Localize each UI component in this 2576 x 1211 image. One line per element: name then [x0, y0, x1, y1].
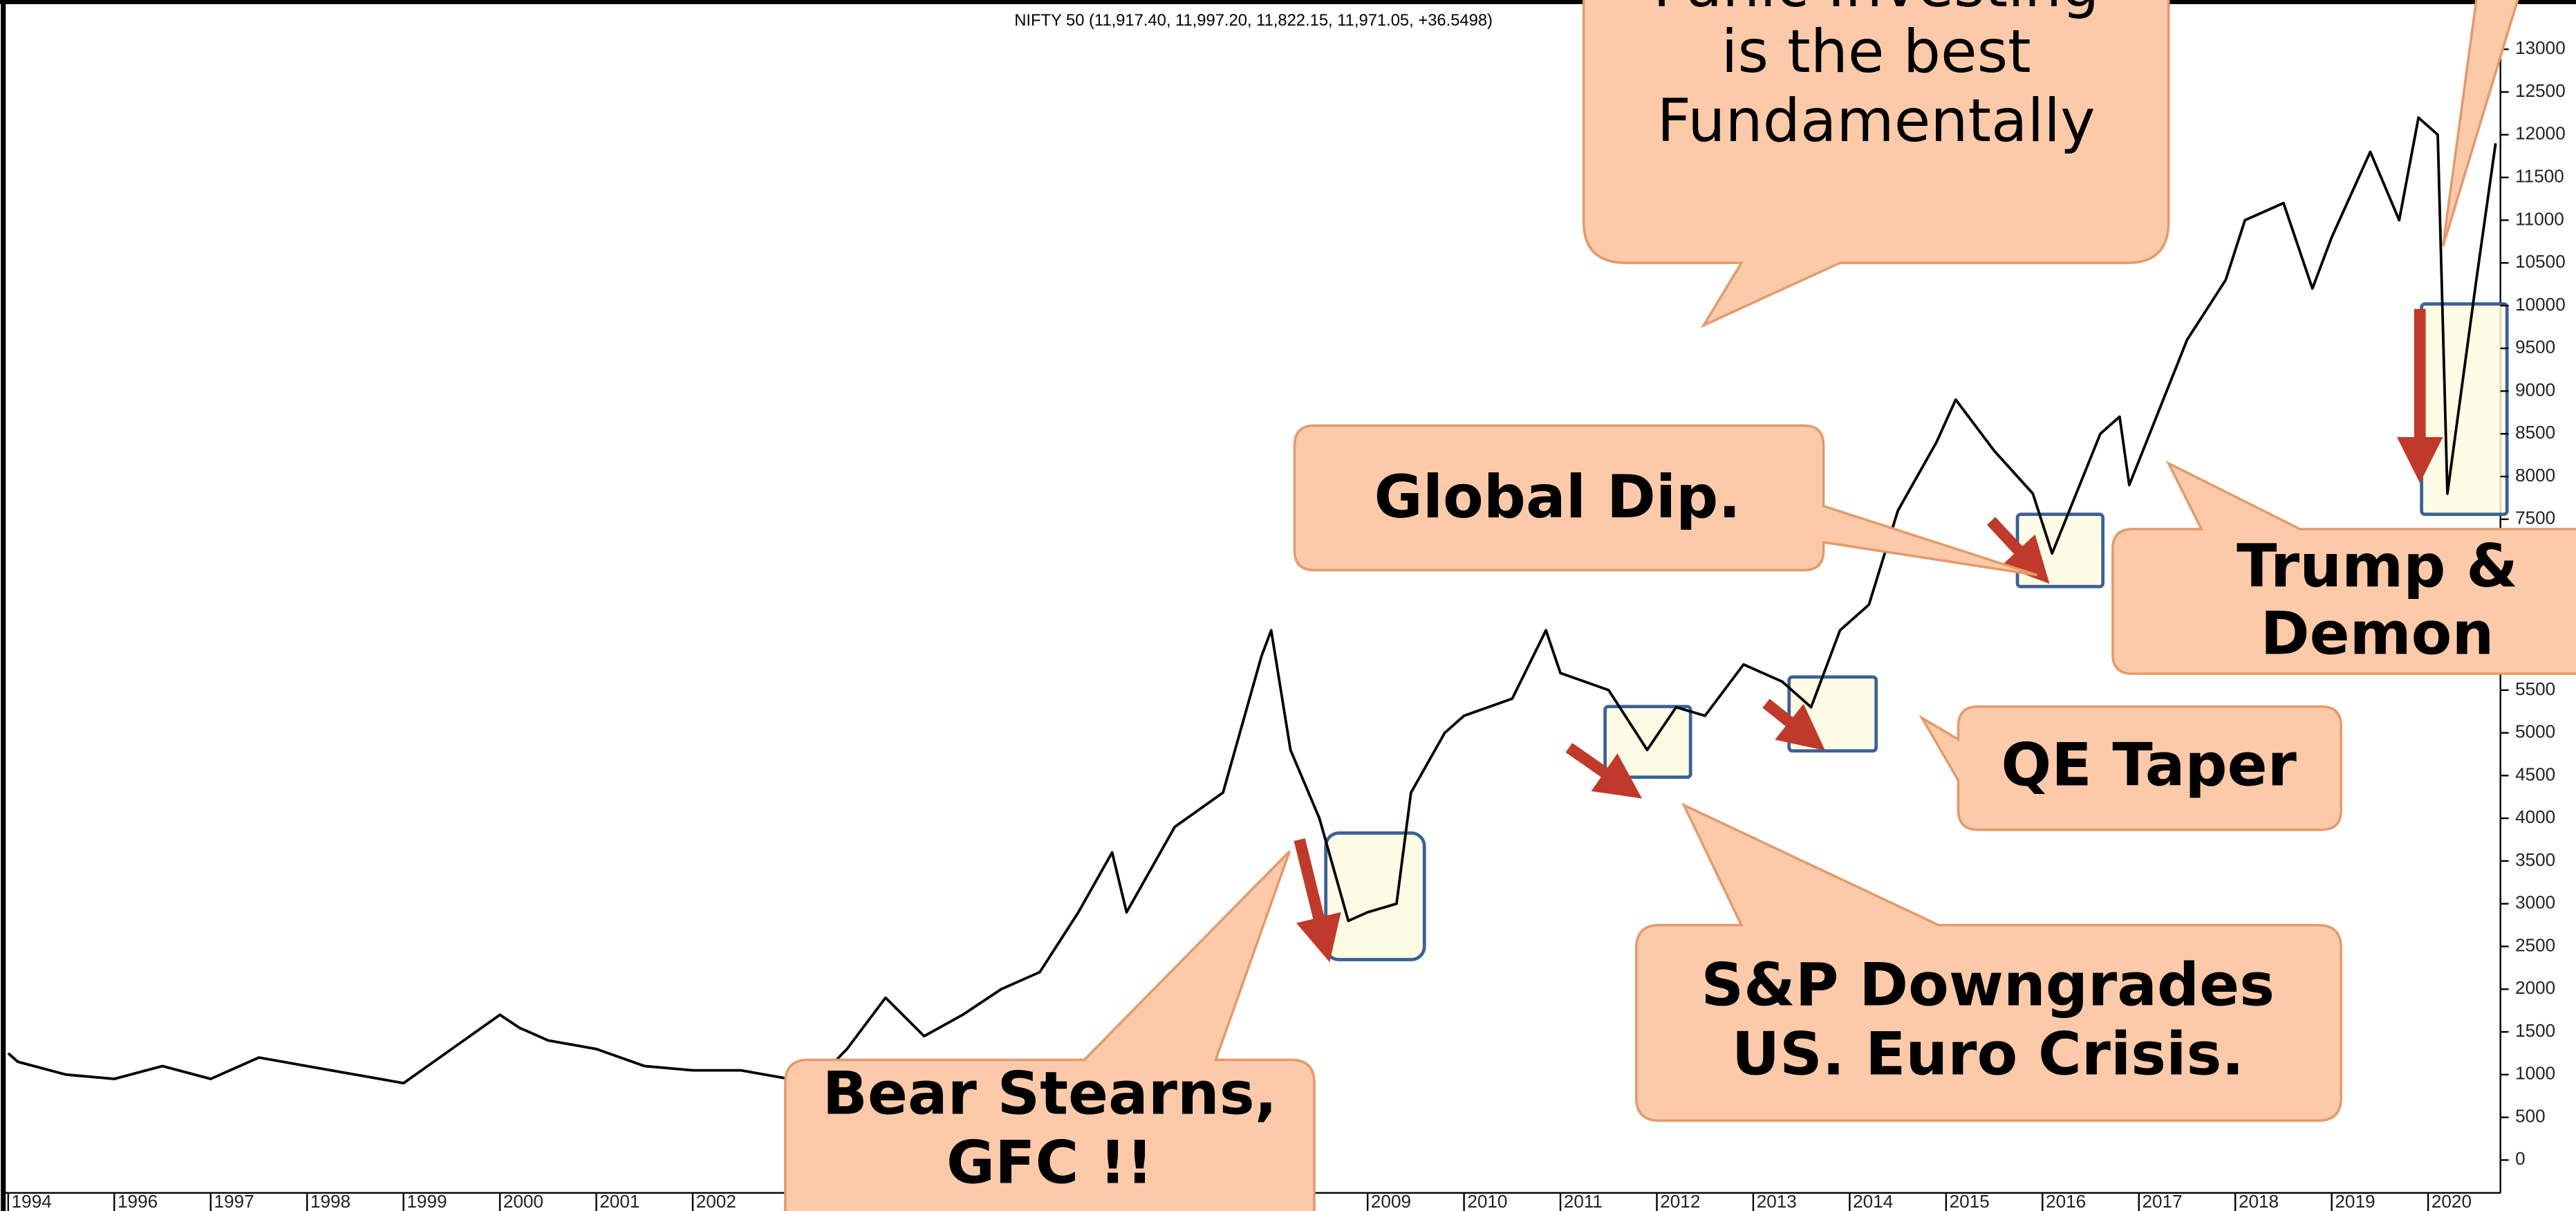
highlight-box [1787, 675, 1878, 753]
callout-text: Global Dip. [1374, 463, 1741, 532]
x-tick-label: 2009 [1371, 1191, 1411, 1211]
callout-text: S&P Downgrades [1701, 952, 2275, 1020]
callout-text: US. Euro Crisis. [1732, 1020, 2244, 1089]
y-tick-label: 3000 [2515, 892, 2555, 913]
x-tick-label: 2002 [696, 1191, 736, 1211]
callout [1634, 802, 2342, 1122]
callout-text: Panic Investing [1653, 0, 2099, 21]
callout-text: Trump & [2237, 533, 2518, 601]
y-tick-label: 8500 [2515, 422, 2555, 443]
price-line [7, 116, 2497, 1085]
plot [7, 116, 2497, 1085]
callout [2111, 461, 2576, 675]
x-tick-label: 2017 [2143, 1191, 2183, 1211]
callout-text: Demon [2261, 600, 2494, 668]
y-tick-label: 2500 [2515, 934, 2555, 955]
x-tick-label: 2011 [1564, 1191, 1603, 1211]
x-tick-label: 2001 [599, 1191, 640, 1211]
y-tick-label: 0 [2515, 1148, 2526, 1169]
x-tick-label: 2000 [503, 1191, 543, 1211]
y-tick-label: 9000 [2515, 379, 2555, 400]
y-tick-label: 4500 [2515, 764, 2555, 784]
highlight-box [1324, 831, 1426, 961]
y-tick-label: 3500 [2515, 849, 2555, 870]
x-tick-label: 1997 [214, 1191, 254, 1211]
callout [784, 850, 1316, 1211]
x-tick-label: 2015 [1950, 1191, 1990, 1211]
arrow [1762, 699, 1825, 751]
y-tick-label: 11500 [2515, 165, 2564, 186]
x-tick-label: 2018 [2239, 1191, 2279, 1211]
callout-text: QE Taper [2001, 731, 2297, 799]
x-tick-label: 1994 [12, 1191, 52, 1211]
x-tick-label: 1996 [118, 1191, 158, 1211]
callout-text: Fundamentally [1657, 87, 2096, 156]
y-tick-label: 8000 [2515, 465, 2555, 486]
arrows [1294, 308, 2443, 963]
x-tick-label: 2020 [2432, 1191, 2472, 1211]
y-tick-label: 4000 [2515, 806, 2555, 827]
highlight-box [2420, 302, 2509, 517]
x-tick-label: 2012 [1660, 1191, 1700, 1211]
y-tick-label: 11000 [2515, 208, 2564, 229]
y-tick-label: 7500 [2515, 508, 2555, 528]
y-tick-label: 1500 [2515, 1020, 2555, 1041]
y-tick-label: 5000 [2515, 721, 2555, 742]
y-tick-label: 10500 [2515, 251, 2566, 272]
callout-text: is the best [1721, 18, 2031, 86]
y-tick-label: 5500 [2515, 678, 2555, 699]
callout-text: GFC !! [946, 1129, 1153, 1197]
x-tick-label: 1998 [310, 1191, 351, 1211]
arrow [1986, 517, 2050, 584]
callout [1919, 705, 2342, 831]
x-tick-label: 1999 [407, 1191, 447, 1211]
chart-title: NIFTY 50 (11,917.40, 11,997.20, 11,822.1… [1014, 11, 1493, 30]
y-tick-label: 500 [2515, 1105, 2546, 1126]
x-tick-label: 2010 [1467, 1191, 1507, 1211]
callout [2441, 0, 2519, 247]
y-tick-label: 1000 [2515, 1063, 2555, 1084]
callout-text: Bear Stearns, [823, 1060, 1278, 1129]
y-tick-label: 13000 [2515, 37, 2566, 58]
highlight-box [2015, 512, 2105, 589]
arrow [1294, 838, 1341, 963]
x-tick-label: 2019 [2335, 1191, 2375, 1211]
x-tick-label: 2016 [2046, 1191, 2086, 1211]
highlight-box [1603, 705, 1692, 779]
callout [1582, 0, 2170, 329]
x-tick-label: 2014 [1853, 1191, 1893, 1211]
y-tick-label: 9500 [2515, 337, 2555, 358]
arrow [1565, 743, 1643, 799]
y-tick-label: 12000 [2515, 123, 2566, 144]
x-tick-label: 2013 [1757, 1191, 1797, 1211]
callout [1293, 424, 2038, 577]
y-tick-label: 12500 [2515, 80, 2566, 101]
y-tick-label: 10000 [2515, 294, 2566, 315]
callouts: Panic Investing is the best Fundamentall… [784, 0, 2576, 1211]
y-tick-label: 2000 [2515, 977, 2555, 998]
